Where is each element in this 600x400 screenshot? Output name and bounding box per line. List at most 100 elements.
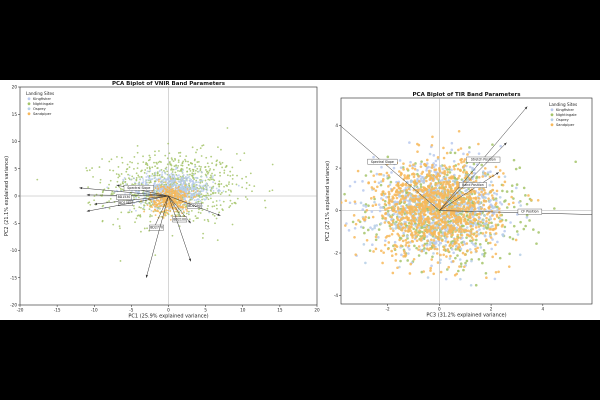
data-point [404, 182, 408, 186]
data-point [457, 223, 460, 227]
data-point [445, 207, 449, 211]
data-point [474, 244, 477, 248]
data-point [202, 144, 205, 147]
data-point [109, 169, 111, 171]
data-point [221, 161, 224, 164]
data-point [174, 195, 176, 198]
data-point [464, 228, 468, 232]
data-point [402, 231, 405, 235]
data-point [186, 210, 189, 213]
data-point [151, 166, 154, 169]
data-point [155, 199, 158, 201]
data-point [169, 163, 172, 166]
data-point [213, 214, 216, 217]
data-point [212, 201, 214, 204]
data-point [173, 174, 175, 176]
data-point [447, 223, 450, 227]
data-point [515, 230, 519, 233]
data-point [356, 169, 360, 173]
data-point [195, 184, 198, 187]
data-point [160, 192, 162, 194]
data-point [199, 181, 202, 184]
data-point [177, 213, 180, 216]
data-point [399, 259, 402, 263]
data-point [417, 245, 421, 248]
data-point [158, 183, 160, 186]
data-point [425, 235, 429, 238]
data-point [381, 215, 385, 218]
data-point [199, 196, 202, 198]
data-point [402, 178, 406, 181]
data-point [422, 234, 426, 238]
data-point [512, 224, 516, 228]
data-point [138, 176, 141, 178]
data-point [457, 129, 461, 133]
data-point [362, 204, 365, 207]
data-point [399, 244, 403, 247]
data-point [401, 239, 405, 243]
data-point [134, 221, 136, 224]
data-point [398, 236, 402, 240]
data-point [444, 237, 448, 240]
data-point [398, 238, 401, 242]
data-point [219, 193, 222, 196]
data-point [195, 192, 197, 195]
data-point [170, 181, 173, 184]
data-point [512, 158, 516, 162]
data-point [524, 194, 527, 197]
data-point [181, 194, 184, 196]
data-point [401, 216, 404, 220]
data-point [488, 231, 492, 235]
data-point [441, 199, 444, 203]
loading-arrow [439, 172, 499, 211]
data-point [474, 283, 478, 287]
data-point [463, 158, 467, 161]
data-point [435, 203, 438, 207]
data-point [428, 171, 431, 175]
data-point [216, 207, 218, 210]
data-point [192, 219, 195, 222]
data-point [472, 162, 476, 166]
data-point [132, 204, 135, 207]
legend-title: Landing Sites [26, 91, 54, 96]
data-point [447, 205, 451, 209]
data-point [456, 216, 459, 219]
data-point [443, 169, 446, 173]
arrow-label-box [116, 194, 132, 200]
data-point [181, 162, 184, 165]
data-point [414, 212, 417, 215]
data-point [159, 169, 161, 172]
data-point [194, 215, 197, 217]
data-point [381, 198, 385, 202]
data-point [190, 195, 192, 197]
data-point [494, 165, 498, 169]
data-point [460, 233, 464, 237]
data-point [387, 195, 390, 199]
arrow-head [524, 106, 528, 110]
data-point [186, 166, 188, 169]
data-point [401, 205, 405, 208]
data-point [150, 209, 153, 212]
data-point [187, 164, 190, 166]
data-point [476, 212, 479, 216]
data-point [423, 217, 427, 221]
data-point [409, 197, 412, 200]
data-point [420, 160, 423, 163]
data-point [129, 160, 131, 163]
data-point [463, 265, 466, 269]
data-point [170, 214, 173, 217]
data-point [87, 186, 90, 189]
data-point [487, 197, 490, 200]
data-point [176, 178, 179, 181]
data-point [437, 232, 441, 235]
data-point [199, 169, 202, 172]
data-point [458, 191, 461, 195]
data-point [406, 167, 409, 171]
data-point [127, 173, 129, 176]
data-point [488, 228, 491, 231]
data-point [156, 207, 159, 210]
data-point [154, 214, 157, 217]
data-point [212, 181, 215, 183]
data-point [574, 160, 577, 164]
data-point [194, 186, 197, 189]
